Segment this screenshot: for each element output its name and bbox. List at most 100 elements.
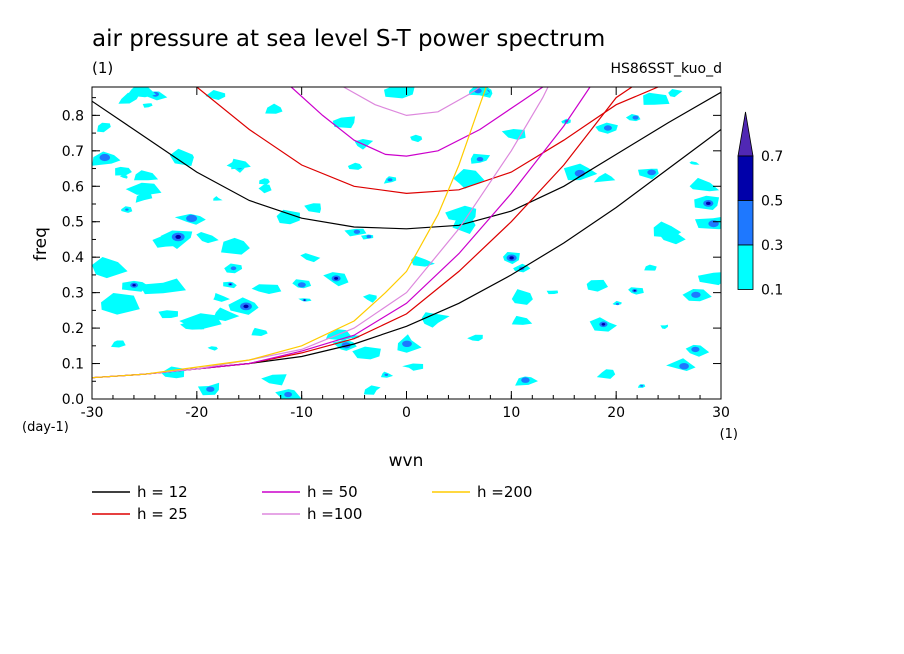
contour-patch-core (691, 346, 700, 353)
contour-patch-core (284, 391, 292, 398)
colorbar-segment (737, 244, 754, 290)
colorbar-label: 0.3 (761, 238, 783, 254)
dispersion-curves (92, 87, 721, 379)
contour-patch (352, 346, 381, 360)
legend-label: h = 25 (137, 505, 188, 523)
contour-patch (586, 279, 608, 292)
contour-patch (332, 116, 355, 129)
curve-h200 (92, 87, 487, 379)
contour-patch (347, 162, 363, 170)
contour-patch-core (297, 282, 306, 288)
legend: h = 12 h = 25 h = 50 h =100 h =200 (92, 483, 532, 523)
contour-patch-core (691, 291, 701, 298)
contour-patch (501, 129, 526, 140)
contour-patch (453, 169, 485, 189)
contour-patch-core (99, 153, 111, 162)
colorbar-label: 0.1 (761, 283, 783, 299)
y-axis-units: (day-1) (22, 420, 69, 435)
power-contours (92, 87, 721, 399)
x-tick-label: 0 (402, 405, 411, 421)
contour-patch (115, 166, 132, 176)
y-tick-label: 0.0 (62, 392, 84, 408)
contour-patch (511, 289, 533, 305)
contour-patch (180, 320, 205, 330)
x-axis: -30 -20 -10 0 10 20 30 (81, 87, 730, 421)
contour-patch (213, 307, 240, 321)
contour-patch-peak (229, 283, 232, 285)
contour-patch (251, 284, 282, 294)
contour-patch (101, 293, 140, 315)
contour-patch-peak (175, 234, 181, 239)
contour-patch (363, 385, 381, 395)
contour-patch (411, 255, 435, 267)
colorbar-label: 0.5 (761, 194, 783, 210)
contour-patch (689, 161, 700, 165)
curve-h100 (92, 87, 549, 379)
contour-patch (231, 158, 251, 170)
curve-h25 (196, 87, 659, 195)
x-tick-label: -10 (290, 405, 313, 421)
contour-patch (259, 178, 270, 185)
curve-h50 (290, 87, 544, 157)
contour-patch (97, 122, 111, 133)
contour-patch-core (402, 340, 412, 347)
contour-patch (658, 229, 686, 245)
contour-patch (421, 312, 450, 328)
y-tick-label: 0.7 (62, 144, 84, 160)
contour-patch (276, 209, 300, 225)
contour-patch-peak (633, 289, 636, 292)
contour-patch (134, 170, 159, 181)
contour-patch (593, 173, 616, 183)
colorbar-arrow (737, 111, 754, 157)
curve-h100 (343, 87, 481, 117)
colorbar-segment (737, 155, 754, 201)
contour-patch-core (640, 384, 644, 387)
contour-patch (158, 310, 178, 319)
contour-patch-core (632, 115, 639, 120)
title-units: (1) (92, 59, 113, 77)
contour-patch-core (521, 377, 530, 383)
contour-patch-core (603, 125, 612, 131)
contour-patch-core (615, 302, 620, 306)
contour-patch (467, 334, 483, 342)
contour-patch-peak (509, 256, 514, 260)
contour-patch (668, 89, 683, 98)
contour-patch-peak (334, 277, 339, 280)
contour-patch (221, 237, 250, 255)
contour-patch (363, 294, 377, 303)
contour-patch (258, 184, 272, 194)
legend-label: h = 50 (307, 483, 358, 501)
contour-patch (265, 103, 283, 114)
contour-patch (300, 253, 321, 263)
legend-label: h =200 (477, 483, 532, 501)
contour-patch (698, 272, 721, 286)
contour-patch (92, 257, 128, 279)
contour-patch-core (186, 214, 198, 222)
x-tick-label: 20 (607, 405, 625, 421)
contour-patch (511, 315, 533, 325)
contour-patch-core (679, 363, 689, 370)
contour-patch-core (206, 386, 215, 392)
contour-patch (213, 196, 223, 201)
contour-patch-core (474, 88, 482, 94)
contour-patch (207, 346, 218, 351)
contour-patch-peak (132, 284, 136, 287)
contour-patch-core (125, 208, 129, 211)
contour-patch (196, 232, 219, 244)
contour-patch-peak (706, 201, 711, 205)
y-tick-label: 0.2 (62, 321, 84, 337)
contour-patch (644, 264, 657, 271)
legend-label: h = 12 (137, 483, 188, 501)
colorbar-segment (737, 200, 754, 246)
contour-patch-peak (303, 299, 306, 301)
contour-patch (125, 182, 162, 195)
contour-patch-core (353, 229, 361, 234)
contour-patch (127, 87, 157, 98)
contour-patch-core (230, 266, 237, 271)
y-tick-label: 0.8 (62, 108, 84, 124)
contour-patch (304, 203, 321, 213)
contour-patch-peak (601, 323, 606, 326)
x-axis-units: (1) (720, 427, 738, 442)
y-axis-label: freq (31, 227, 51, 261)
contour-patch (111, 340, 126, 348)
